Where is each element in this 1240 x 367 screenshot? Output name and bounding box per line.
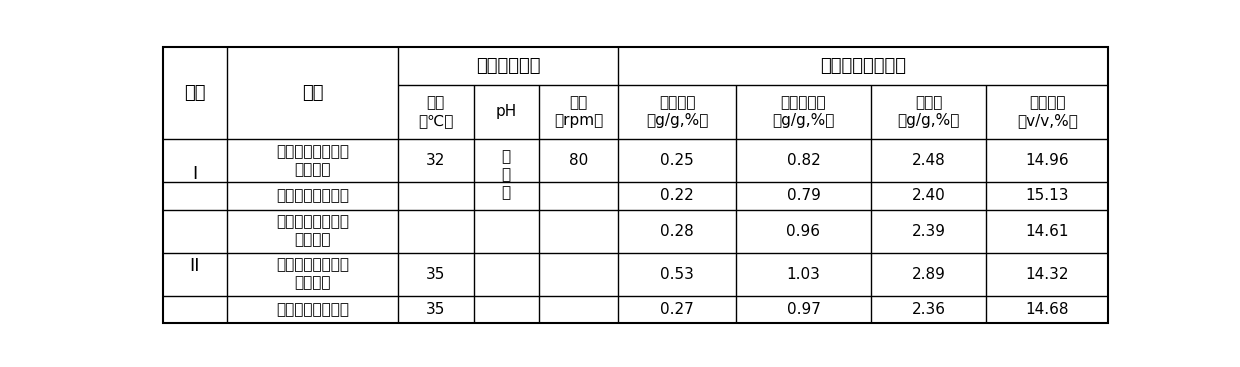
- Text: 0.27: 0.27: [661, 302, 694, 317]
- Text: 乙醇浓度
（v/v,%）: 乙醇浓度 （v/v,%）: [1017, 95, 1078, 128]
- Text: 一级驯化酵母菌株: 一级驯化酵母菌株: [277, 188, 348, 203]
- Text: 过滤残总糖
（g/g,%）: 过滤残总糖 （g/g,%）: [773, 95, 835, 128]
- Text: 14.68: 14.68: [1025, 302, 1069, 317]
- Text: 0.82: 0.82: [786, 153, 821, 168]
- Text: 0.22: 0.22: [661, 188, 694, 203]
- Text: II: II: [190, 257, 200, 275]
- Text: I: I: [192, 165, 197, 183]
- Text: 2.40: 2.40: [911, 188, 945, 203]
- Text: 80: 80: [569, 153, 588, 168]
- Text: 安琪超级酿酒高活
性干酵母: 安琪超级酿酒高活 性干酵母: [277, 258, 348, 291]
- Text: 发酵终点结果分析: 发酵终点结果分析: [821, 57, 906, 75]
- Text: 残总糖
（g/g,%）: 残总糖 （g/g,%）: [898, 95, 960, 128]
- Text: 2.89: 2.89: [911, 266, 946, 281]
- Text: 1.03: 1.03: [786, 266, 821, 281]
- Text: 14.61: 14.61: [1025, 224, 1069, 239]
- Text: 0.79: 0.79: [786, 188, 821, 203]
- Text: 2.39: 2.39: [911, 224, 946, 239]
- Text: 发酵起始条件: 发酵起始条件: [476, 57, 541, 75]
- Text: 安琪超级酿酒高活
性干酵母: 安琪超级酿酒高活 性干酵母: [277, 144, 348, 177]
- Text: 2.48: 2.48: [911, 153, 945, 168]
- Text: 0.28: 0.28: [661, 224, 694, 239]
- Text: 转速
（rpm）: 转速 （rpm）: [554, 95, 603, 128]
- Text: 0.53: 0.53: [660, 266, 694, 281]
- Text: 不
控
制: 不 控 制: [502, 149, 511, 200]
- Text: 35: 35: [427, 266, 445, 281]
- Text: 32: 32: [427, 153, 445, 168]
- Text: 0.25: 0.25: [661, 153, 694, 168]
- Text: 35: 35: [427, 302, 445, 317]
- Text: 酵母: 酵母: [301, 84, 324, 102]
- Text: 0.97: 0.97: [786, 302, 821, 317]
- Text: 安琪超级酿酒高活
性干酵母: 安琪超级酿酒高活 性干酵母: [277, 215, 348, 248]
- Text: 2.36: 2.36: [911, 302, 946, 317]
- Text: 14.96: 14.96: [1025, 153, 1069, 168]
- Text: 二级驯化酵母菌株: 二级驯化酵母菌株: [277, 302, 348, 317]
- Text: 驯化: 驯化: [185, 84, 206, 102]
- Text: pH: pH: [496, 104, 517, 119]
- Text: 15.13: 15.13: [1025, 188, 1069, 203]
- Text: 0.96: 0.96: [786, 224, 821, 239]
- Text: 残还原糖
（g/g,%）: 残还原糖 （g/g,%）: [646, 95, 708, 128]
- Text: 14.32: 14.32: [1025, 266, 1069, 281]
- Text: 温度
（℃）: 温度 （℃）: [418, 95, 454, 128]
